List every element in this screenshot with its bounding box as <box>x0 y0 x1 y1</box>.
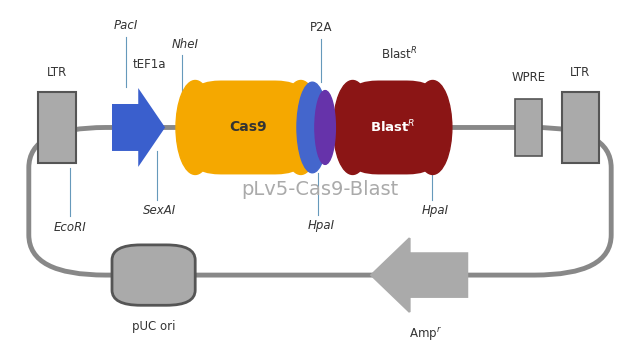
Ellipse shape <box>297 82 328 173</box>
Text: LTR: LTR <box>47 66 67 79</box>
Text: HpaI: HpaI <box>308 219 335 232</box>
FancyBboxPatch shape <box>195 80 301 175</box>
Text: tEF1a: tEF1a <box>132 58 166 71</box>
Text: WPRE: WPRE <box>511 71 546 84</box>
Ellipse shape <box>333 80 372 175</box>
FancyBboxPatch shape <box>353 80 433 175</box>
Text: SexAI: SexAI <box>143 204 177 217</box>
FancyBboxPatch shape <box>38 92 76 163</box>
Text: P2A: P2A <box>310 21 333 34</box>
FancyArrow shape <box>371 238 467 312</box>
Text: pLv5-Cas9-Blast: pLv5-Cas9-Blast <box>241 180 399 199</box>
Ellipse shape <box>282 80 320 175</box>
Ellipse shape <box>176 80 214 175</box>
FancyBboxPatch shape <box>562 92 599 163</box>
Text: NheI: NheI <box>172 38 199 51</box>
Ellipse shape <box>413 80 452 175</box>
FancyArrow shape <box>112 88 165 167</box>
Text: Cas9: Cas9 <box>229 120 267 135</box>
FancyBboxPatch shape <box>515 99 542 156</box>
Text: Blast$^R$: Blast$^R$ <box>370 119 415 136</box>
Text: pUC ori: pUC ori <box>132 321 175 333</box>
Text: EcoRI: EcoRI <box>54 221 87 234</box>
Text: Amp$^r$: Amp$^r$ <box>409 325 442 343</box>
FancyBboxPatch shape <box>112 245 195 305</box>
Text: PacI: PacI <box>114 19 138 32</box>
Text: LTR: LTR <box>570 66 591 79</box>
Text: HpaI: HpaI <box>422 204 449 217</box>
Text: Blast$^R$: Blast$^R$ <box>381 46 417 62</box>
Ellipse shape <box>315 91 335 164</box>
